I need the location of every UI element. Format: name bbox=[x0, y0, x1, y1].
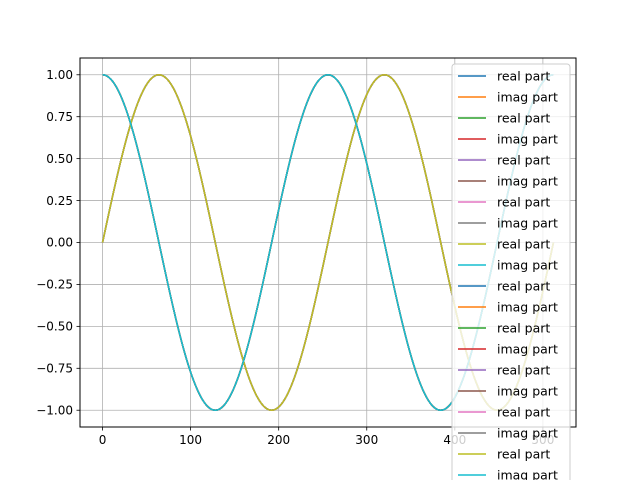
legend-label: imag part bbox=[497, 384, 558, 399]
y-tick-label: −0.75 bbox=[36, 361, 73, 375]
legend-label: real part bbox=[497, 405, 550, 420]
legend-label: real part bbox=[497, 237, 550, 252]
legend-label: imag part bbox=[497, 90, 558, 105]
y-tick-label: 0.25 bbox=[46, 194, 73, 208]
legend-label: imag part bbox=[497, 426, 558, 441]
x-tick-label: 100 bbox=[179, 433, 202, 447]
x-tick-label: 200 bbox=[267, 433, 290, 447]
legend-label: imag part bbox=[497, 468, 558, 480]
legend-label: real part bbox=[497, 111, 550, 126]
legend-label: real part bbox=[497, 363, 550, 378]
legend-label: real part bbox=[497, 195, 550, 210]
legend-label: imag part bbox=[497, 174, 558, 189]
y-tick-label: 0.50 bbox=[46, 152, 73, 166]
legend-label: imag part bbox=[497, 342, 558, 357]
y-tick-label: −0.50 bbox=[36, 320, 73, 334]
legend-label: real part bbox=[497, 447, 550, 462]
legend: real part imag part real part imag part real… bbox=[452, 64, 570, 480]
legend-label: real part bbox=[497, 321, 550, 336]
x-tick-label: 300 bbox=[355, 433, 378, 447]
x-tick-label: 0 bbox=[99, 433, 107, 447]
legend-label: imag part bbox=[497, 216, 558, 231]
legend-label: imag part bbox=[497, 132, 558, 147]
legend-label: imag part bbox=[497, 258, 558, 273]
y-tick-label: 0.00 bbox=[46, 236, 73, 250]
y-tick-label: 0.75 bbox=[46, 110, 73, 124]
legend-label: imag part bbox=[497, 300, 558, 315]
y-tick-label: −1.00 bbox=[36, 403, 73, 417]
legend-label: real part bbox=[497, 279, 550, 294]
y-tick-label: −0.25 bbox=[36, 278, 73, 292]
legend-label: real part bbox=[497, 153, 550, 168]
legend-label: real part bbox=[497, 69, 550, 84]
y-tick-label: 1.00 bbox=[46, 68, 73, 82]
